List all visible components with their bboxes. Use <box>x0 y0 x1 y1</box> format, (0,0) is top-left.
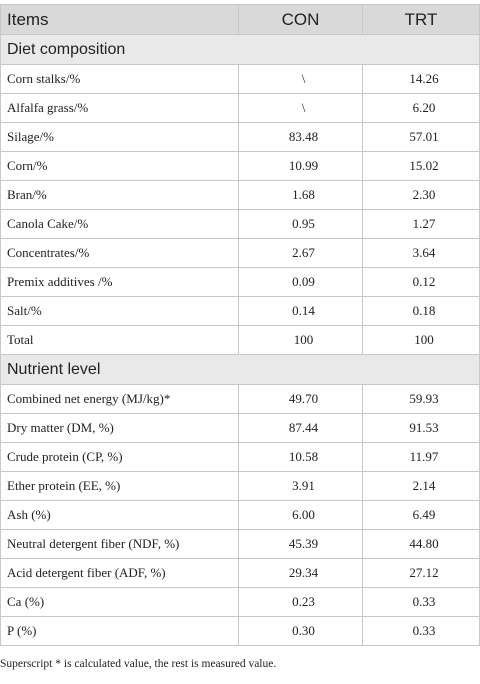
table-row: Ash (%) 6.00 6.49 <box>0 500 480 530</box>
table-row: Dry matter (DM, %) 87.44 91.53 <box>0 413 480 443</box>
row-item-label: Total <box>0 325 239 355</box>
table-row: Corn stalks/% \ 14.26 <box>0 64 480 94</box>
row-trt-value: 6.20 <box>362 93 480 123</box>
row-trt-value: 3.64 <box>362 238 480 268</box>
row-con-value: 0.95 <box>238 209 363 239</box>
table-row: Premix additives /% 0.09 0.12 <box>0 267 480 297</box>
row-con-value: 0.30 <box>238 616 363 646</box>
table-row: Concentrates/% 2.67 3.64 <box>0 238 480 268</box>
row-con-value: 87.44 <box>238 413 363 443</box>
row-trt-value: 0.33 <box>362 587 480 617</box>
row-item-label: Combined net energy (MJ/kg)* <box>0 384 239 414</box>
row-item-label: Dry matter (DM, %) <box>0 413 239 443</box>
row-trt-value: 6.49 <box>362 500 480 530</box>
row-item-label: Premix additives /% <box>0 267 239 297</box>
row-trt-value: 11.97 <box>362 442 480 472</box>
table-row: Ether protein (EE, %) 3.91 2.14 <box>0 471 480 501</box>
row-item-label: Bran/% <box>0 180 239 210</box>
section-title: Diet composition <box>0 34 480 65</box>
row-con-value: 10.99 <box>238 151 363 181</box>
row-con-value: 100 <box>238 325 363 355</box>
row-item-label: Ether protein (EE, %) <box>0 471 239 501</box>
section-header-row: Nutrient level <box>0 354 480 385</box>
row-con-value: 0.09 <box>238 267 363 297</box>
row-con-value: 2.67 <box>238 238 363 268</box>
row-con-value: \ <box>238 93 363 123</box>
table-row: Silage/% 83.48 57.01 <box>0 122 480 152</box>
row-trt-value: 0.12 <box>362 267 480 297</box>
row-item-label: Canola Cake/% <box>0 209 239 239</box>
table-row: P (%) 0.30 0.33 <box>0 616 480 646</box>
row-con-value: 3.91 <box>238 471 363 501</box>
row-trt-value: 44.80 <box>362 529 480 559</box>
row-con-value: 83.48 <box>238 122 363 152</box>
row-con-value: 1.68 <box>238 180 363 210</box>
row-trt-value: 59.93 <box>362 384 480 414</box>
section-title: Nutrient level <box>0 354 480 385</box>
row-con-value: 0.23 <box>238 587 363 617</box>
row-trt-value: 2.30 <box>362 180 480 210</box>
row-item-label: P (%) <box>0 616 239 646</box>
table-row: Acid detergent fiber (ADF, %) 29.34 27.12 <box>0 558 480 588</box>
diet-composition-table: Items CON TRT Diet composition Corn stalk… <box>0 4 480 646</box>
row-trt-value: 100 <box>362 325 480 355</box>
row-con-value: 0.14 <box>238 296 363 326</box>
table-row: Combined net energy (MJ/kg)* 49.70 59.93 <box>0 384 480 414</box>
row-item-label: Ca (%) <box>0 587 239 617</box>
header-con: CON <box>238 4 363 35</box>
header-items: Items <box>0 4 239 35</box>
table-row: Alfalfa grass/% \ 6.20 <box>0 93 480 123</box>
row-trt-value: 91.53 <box>362 413 480 443</box>
row-item-label: Neutral detergent fiber (NDF, %) <box>0 529 239 559</box>
row-con-value: 6.00 <box>238 500 363 530</box>
row-trt-value: 0.33 <box>362 616 480 646</box>
row-trt-value: 14.26 <box>362 64 480 94</box>
table-body: Diet composition Corn stalks/% \ 14.26 Alfal… <box>0 34 480 646</box>
row-trt-value: 1.27 <box>362 209 480 239</box>
row-trt-value: 57.01 <box>362 122 480 152</box>
row-trt-value: 15.02 <box>362 151 480 181</box>
row-item-label: Concentrates/% <box>0 238 239 268</box>
table-row: Canola Cake/% 0.95 1.27 <box>0 209 480 239</box>
row-con-value: \ <box>238 64 363 94</box>
table-footnote: Superscript * is calculated value, the r… <box>0 658 277 670</box>
row-item-label: Silage/% <box>0 122 239 152</box>
table-row: Neutral detergent fiber (NDF, %) 45.39 44.… <box>0 529 480 559</box>
row-con-value: 45.39 <box>238 529 363 559</box>
row-item-label: Alfalfa grass/% <box>0 93 239 123</box>
table-row: Salt/% 0.14 0.18 <box>0 296 480 326</box>
row-trt-value: 2.14 <box>362 471 480 501</box>
row-item-label: Salt/% <box>0 296 239 326</box>
row-item-label: Crude protein (CP, %) <box>0 442 239 472</box>
row-item-label: Acid detergent fiber (ADF, %) <box>0 558 239 588</box>
section-header-row: Diet composition <box>0 34 480 65</box>
row-item-label: Corn stalks/% <box>0 64 239 94</box>
table-row: Corn/% 10.99 15.02 <box>0 151 480 181</box>
row-con-value: 10.58 <box>238 442 363 472</box>
row-trt-value: 0.18 <box>362 296 480 326</box>
table-row: Bran/% 1.68 2.30 <box>0 180 480 210</box>
header-trt: TRT <box>362 4 480 35</box>
row-con-value: 29.34 <box>238 558 363 588</box>
table-row: Ca (%) 0.23 0.33 <box>0 587 480 617</box>
table-row: Crude protein (CP, %) 10.58 11.97 <box>0 442 480 472</box>
table-header-row: Items CON TRT <box>0 4 480 35</box>
row-con-value: 49.70 <box>238 384 363 414</box>
row-trt-value: 27.12 <box>362 558 480 588</box>
table-row: Total 100 100 <box>0 325 480 355</box>
row-item-label: Corn/% <box>0 151 239 181</box>
row-item-label: Ash (%) <box>0 500 239 530</box>
